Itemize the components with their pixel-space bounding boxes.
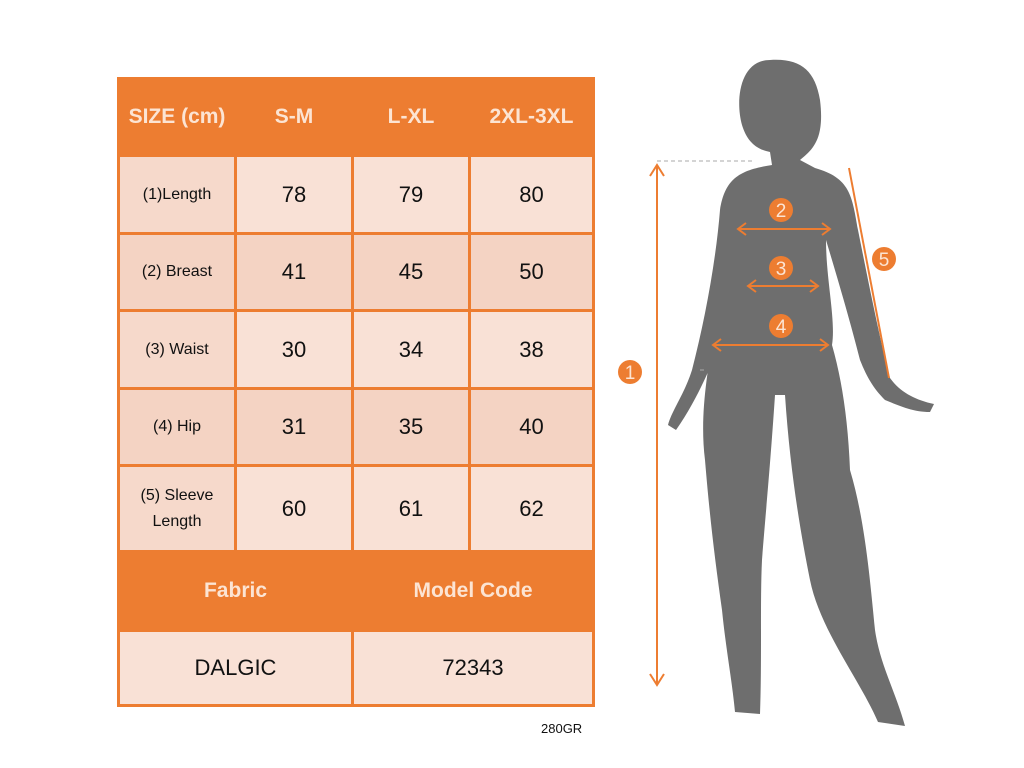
guide-lines [657,160,752,371]
table-row: (5) Sleeve Length 60 61 62 [117,464,595,553]
cell: 62 [468,464,595,553]
cell: 38 [468,309,595,390]
fabric-value: DALGIC [117,629,354,707]
row-label: (5) Sleeve Length [117,464,237,553]
cell: 41 [234,232,354,312]
table-row: (4) Hip 31 35 40 [117,387,595,467]
header-model-code: Model Code [351,550,595,632]
measure-markers: 1 2 3 4 5 [618,198,896,384]
cell: 50 [468,232,595,312]
marker-4: 4 [776,317,787,338]
header-l-xl: L-XL [351,77,471,157]
marker-3: 3 [776,259,787,280]
row-label: (4) Hip [117,387,237,467]
table-row: (1)Length 78 79 80 [117,154,595,235]
table-row: (2) Breast 41 45 50 [117,232,595,312]
cell: 60 [234,464,354,553]
row-label: (1)Length [117,154,237,235]
table-row: (3) Waist 30 34 38 [117,309,595,390]
marker-2: 2 [776,201,787,222]
cell: 31 [234,387,354,467]
header-size: SIZE (cm) [117,77,237,157]
info-table-header: Fabric Model Code [117,550,595,632]
size-table-header: SIZE (cm) S-M L-XL 2XL-3XL [117,77,595,157]
cell: 35 [351,387,471,467]
cell: 78 [234,154,354,235]
marker-5: 5 [879,250,890,271]
weight-note: 280GR [541,721,583,736]
row-label: (2) Breast [117,232,237,312]
info-table-row: DALGIC 72343 [117,629,595,707]
cell: 34 [351,309,471,390]
header-s-m: S-M [234,77,354,157]
body-silhouette [668,59,934,726]
row-label: (3) Waist [117,309,237,390]
cell: 30 [234,309,354,390]
header-2xl-3xl: 2XL-3XL [468,77,595,157]
size-table: SIZE (cm) S-M L-XL 2XL-3XL (1)Length 78 … [117,77,595,707]
body-measurement-figure: 1 2 3 4 5 [618,59,934,726]
cell: 45 [351,232,471,312]
cell: 61 [351,464,471,553]
marker-1: 1 [625,363,636,384]
header-fabric: Fabric [117,550,354,632]
model-code-value: 72343 [351,629,595,707]
cell: 79 [351,154,471,235]
cell: 80 [468,154,595,235]
measure-lines [649,163,890,687]
cell: 40 [468,387,595,467]
